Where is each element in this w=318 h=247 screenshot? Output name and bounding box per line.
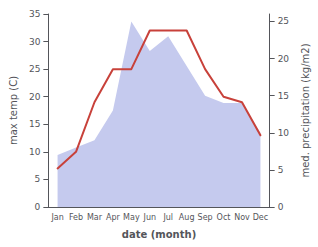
svg-text:Oct: Oct xyxy=(217,213,231,222)
svg-text:Aug: Aug xyxy=(179,213,195,222)
svg-text:Sep: Sep xyxy=(198,213,213,222)
svg-text:35: 35 xyxy=(29,9,40,19)
svg-text:Jun: Jun xyxy=(143,213,157,222)
svg-text:10: 10 xyxy=(29,147,41,157)
svg-text:Apr: Apr xyxy=(106,213,121,222)
svg-text:Feb: Feb xyxy=(69,213,83,222)
svg-text:10: 10 xyxy=(278,128,290,138)
svg-text:Dec: Dec xyxy=(253,213,268,222)
svg-text:15: 15 xyxy=(278,91,289,101)
svg-text:25: 25 xyxy=(29,64,40,74)
svg-text:30: 30 xyxy=(29,37,41,47)
svg-text:20: 20 xyxy=(29,92,41,102)
svg-text:max temp (C): max temp (C) xyxy=(8,76,19,145)
svg-text:25: 25 xyxy=(278,16,289,26)
svg-text:Mar: Mar xyxy=(87,213,103,222)
svg-text:5: 5 xyxy=(278,165,284,175)
svg-text:Jul: Jul xyxy=(162,213,173,222)
svg-text:med. precipitation (kg/m2): med. precipitation (kg/m2) xyxy=(300,43,311,177)
svg-text:date (month): date (month) xyxy=(122,229,196,240)
svg-text:0: 0 xyxy=(35,202,41,212)
svg-text:Nov: Nov xyxy=(234,213,250,222)
svg-text:5: 5 xyxy=(35,174,41,184)
svg-text:0: 0 xyxy=(278,202,284,212)
svg-text:15: 15 xyxy=(29,119,40,129)
svg-text:May: May xyxy=(123,213,140,222)
svg-text:20: 20 xyxy=(278,54,290,64)
svg-text:Jan: Jan xyxy=(50,213,63,222)
